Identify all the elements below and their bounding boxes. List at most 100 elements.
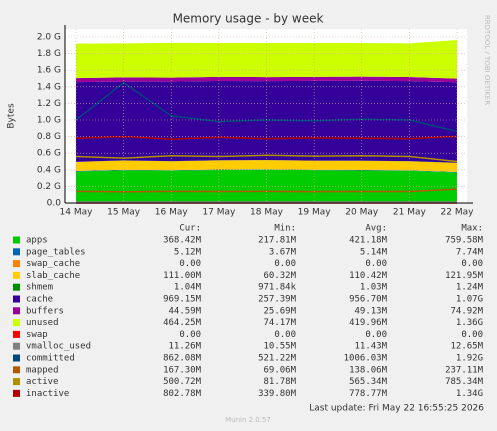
legend-label: committed: [26, 354, 75, 364]
stat-value: 862.08M: [163, 354, 202, 364]
legend-label: slab_cache: [26, 271, 80, 281]
version: Munin 2.0.57: [225, 416, 271, 424]
stat-value: 1.24M: [456, 283, 484, 293]
stat-value: 5.12M: [174, 247, 202, 257]
line: [75, 135, 458, 140]
legend-label: shmem: [26, 283, 53, 293]
legend-swatch: [13, 307, 20, 315]
legend-label: swap_cache: [26, 259, 80, 269]
stat-value: 956.70M: [349, 295, 388, 305]
legend-swatch: [13, 319, 20, 327]
stat-value: 7.74M: [456, 247, 484, 257]
stat-value: 464.25M: [163, 318, 202, 328]
stat-value: 25.69M: [263, 306, 296, 316]
stat-value: 1.92G: [456, 354, 483, 364]
stat-value: 74.17M: [263, 318, 296, 328]
stat-value: 257.39M: [258, 295, 297, 305]
y-tick-label: 1.8 G: [37, 49, 61, 59]
stat-value: 237.11M: [445, 365, 484, 375]
stat-value: 5.14M: [360, 247, 388, 257]
legend-label: apps: [26, 236, 48, 246]
legend-label: page_tables: [26, 247, 86, 257]
x-tick-label: 17 May: [202, 208, 236, 218]
column-header: Cur:: [179, 224, 201, 234]
legend-label: vmalloc_used: [26, 342, 91, 352]
stat-value: 11.43M: [354, 342, 387, 352]
stat-value: 10.55M: [263, 342, 296, 352]
stat-value: 121.95M: [445, 271, 484, 281]
x-tick-label: 21 May: [393, 208, 427, 218]
legend-swatch: [13, 236, 20, 244]
y-tick-label: 0.6 G: [37, 149, 61, 159]
stat-value: 0.00: [274, 330, 296, 340]
legend-swatch: [13, 283, 20, 291]
legend-swatch: [13, 354, 20, 362]
stat-value: 1.04M: [174, 283, 202, 293]
stat-value: 419.96M: [349, 318, 388, 328]
stat-value: 110.42M: [349, 271, 388, 281]
stat-value: 802.78M: [163, 389, 202, 399]
legend-label: inactive: [26, 389, 69, 399]
stat-value: 138.06M: [349, 365, 388, 375]
legend-swatch: [13, 366, 20, 374]
stat-value: 1.03M: [360, 283, 388, 293]
legend-swatch: [13, 260, 20, 268]
stat-value: 368.42M: [163, 236, 202, 246]
stat-value: 111.00M: [163, 271, 202, 281]
stat-value: 60.32M: [263, 271, 296, 281]
stat-value: 11.26M: [168, 342, 201, 352]
column-header: Max:: [461, 224, 483, 234]
side-text: RRDTOOL / TOBI OETIKER: [483, 15, 491, 105]
stat-value: 1006.03M: [344, 354, 388, 364]
legend-label: active: [26, 377, 59, 387]
stat-value: 0.00: [461, 259, 483, 269]
stat-value: 0.00: [461, 330, 483, 340]
area: [76, 160, 457, 163]
stat-value: 1.07G: [456, 295, 483, 305]
y-tick-label: 0.4 G: [37, 165, 61, 175]
y-tick-label: 1.4 G: [37, 82, 61, 92]
legend-swatch: [13, 330, 20, 338]
stat-value: 74.92M: [450, 306, 483, 316]
stat-value: 971.84k: [258, 283, 297, 293]
legend-swatch: [13, 271, 20, 279]
stat-value: 565.34M: [349, 377, 388, 387]
x-tick-label: 20 May: [345, 208, 379, 218]
y-tick-label: 1.0 G: [37, 116, 61, 126]
legend-swatch: [13, 295, 20, 303]
stat-value: 500.72M: [163, 377, 202, 387]
legend-swatch: [13, 342, 20, 350]
legend-label: swap: [26, 330, 48, 340]
stat-value: 3.67M: [269, 247, 297, 257]
legend-label: mapped: [26, 365, 59, 375]
stat-value: 421.18M: [349, 236, 388, 246]
area: [76, 80, 457, 163]
column-header: Avg:: [365, 224, 387, 234]
y-tick-label: 0.2 G: [37, 182, 61, 192]
stat-value: 0.00: [274, 259, 296, 269]
x-tick-label: 16 May: [155, 208, 189, 218]
stat-value: 44.59M: [168, 306, 201, 316]
x-tick-label: 22 May: [441, 208, 475, 218]
stat-value: 217.81M: [258, 236, 297, 246]
stat-value: 81.78M: [263, 377, 296, 387]
y-tick-label: 1.2 G: [37, 99, 61, 109]
footer: Last update: Fri May 22 16:55:25 2026: [309, 404, 484, 414]
stat-value: 0.00: [179, 330, 201, 340]
y-tick-label: 0.8 G: [37, 132, 61, 142]
stat-value: 1.36G: [456, 318, 483, 328]
chart-title: Memory usage - by week: [173, 12, 324, 26]
y-tick-label: 1.6 G: [37, 66, 61, 76]
column-header: Min:: [274, 224, 296, 234]
stat-value: 1.34G: [456, 389, 483, 399]
stat-value: 0.00: [365, 330, 387, 340]
stat-value: 759.58M: [445, 236, 484, 246]
stat-value: 49.13M: [354, 306, 387, 316]
x-tick-label: 18 May: [250, 208, 284, 218]
stat-value: 778.77M: [349, 389, 388, 399]
stat-value: 521.22M: [258, 354, 297, 364]
stat-value: 12.65M: [450, 342, 483, 352]
stat-value: 0.00: [179, 259, 201, 269]
stat-value: 69.06M: [263, 365, 296, 375]
